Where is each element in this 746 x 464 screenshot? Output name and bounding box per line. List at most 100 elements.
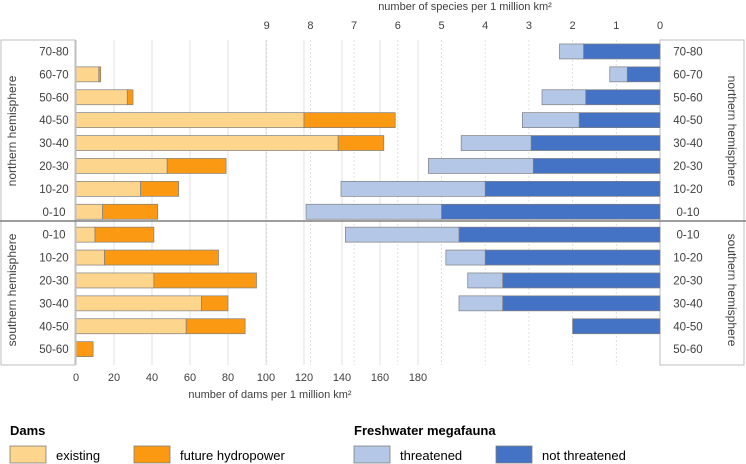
species-axis-label: number of species per 1 million km² (378, 1, 552, 13)
bar-threatened (428, 158, 534, 174)
legend-title-dams: Dams (10, 423, 45, 438)
category-label-right: 50-60 (673, 92, 702, 104)
dam-tick-label: 20 (108, 372, 120, 384)
dam-tick-label: 40 (146, 372, 158, 384)
category-label-left: 40-50 (39, 321, 68, 333)
bar-existing (75, 226, 96, 243)
bar-not-threatened (502, 295, 661, 312)
right-southern-hemisphere-label: southern hemisphere (725, 234, 739, 347)
legend-label-future-hydropower: future hydropower (180, 448, 285, 463)
dam-axis-label: number of dams per 1 million km² (188, 389, 352, 401)
bar-threatened (340, 181, 486, 197)
bar-not-threatened (458, 226, 661, 243)
category-label-right: 40-50 (673, 321, 702, 333)
category-label-right: 0-10 (676, 207, 699, 219)
category-label-right: 20-30 (673, 275, 702, 287)
category-label-left: 60-70 (39, 69, 68, 81)
bar-existing (75, 203, 103, 220)
dam-tick-label: 60 (184, 372, 196, 384)
bar-not-threatened (441, 203, 661, 220)
category-label-left: 0-10 (42, 230, 65, 242)
species-tick-label: 4 (482, 20, 488, 32)
species-tick-label: 2 (570, 20, 576, 32)
bar-not-threatened (484, 181, 661, 197)
bar-future-hydropower (140, 181, 179, 197)
bar-future-hydropower (102, 203, 159, 220)
bar-threatened (445, 249, 486, 266)
bar-future-hydropower (94, 226, 155, 243)
bar-not-threatened (585, 89, 661, 106)
dam-axis-ticks: 0 20 40 60 80 100 120 140 160 180 (73, 372, 427, 384)
category-label-right: 50-60 (673, 344, 702, 356)
legend-swatch-not-threatened (495, 445, 533, 464)
species-tick-label: 3 (526, 20, 532, 32)
category-label-right: 70-80 (673, 46, 702, 58)
bar-existing (75, 318, 187, 335)
dam-tick-label: 180 (409, 372, 427, 384)
legend-swatch-future-hydropower (133, 445, 171, 464)
bar-future-hydropower (337, 135, 385, 151)
category-label-left: 10-20 (39, 184, 68, 196)
left-southern-hemisphere-label: southern hemisphere (5, 233, 19, 346)
legend-label-threatened: threatened (400, 448, 462, 463)
left-category-labels: 70-80 60-70 50-60 40-50 30-40 20-30 10-20 0-10 0… (39, 46, 68, 356)
dam-gridlines (113, 40, 419, 365)
bar-existing (75, 181, 141, 197)
species-tick-label: 0 (657, 20, 663, 32)
bar-future-hydropower (153, 272, 257, 289)
bar-threatened (460, 135, 532, 151)
left-label-panel (0, 39, 76, 366)
category-label-left: 30-40 (39, 298, 68, 310)
bar-not-threatened (502, 272, 661, 289)
category-label-left: 30-40 (39, 138, 68, 150)
legend-swatch-existing (9, 445, 47, 464)
bar-threatened (345, 226, 460, 243)
bar-existing (75, 135, 339, 151)
bar-future-hydropower (201, 295, 229, 312)
legend-label-not-threatened: not threatened (542, 448, 626, 463)
bar-future-hydropower (75, 341, 94, 357)
bar-not-threatened (484, 249, 661, 266)
left-northern-hemisphere-label: northern hemisphere (5, 75, 19, 186)
right-category-labels: 70-80 60-70 50-60 40-50 30-40 20-30 10-20 0-10 0… (673, 46, 702, 356)
bar-future-hydropower (303, 112, 396, 129)
bar-existing (75, 66, 100, 83)
species-tick-label: 1 (613, 20, 619, 32)
category-label-right: 40-50 (673, 115, 702, 127)
species-tick-label: 9 (264, 20, 270, 32)
category-label-right: 10-20 (673, 184, 702, 196)
bar-not-threatened (532, 158, 661, 174)
category-label-left: 20-30 (39, 161, 68, 173)
dam-tick-label: 100 (257, 372, 275, 384)
bar-threatened (559, 43, 584, 60)
species-tick-label: 8 (307, 20, 313, 32)
category-label-right: 30-40 (673, 298, 702, 310)
species-gridlines (266, 40, 617, 365)
bar-not-threatened (583, 43, 661, 60)
category-label-left: 10-20 (39, 253, 68, 265)
category-label-right: 10-20 (673, 253, 702, 265)
species-axis-ticks: 9 8 7 6 5 4 3 2 1 0 (264, 20, 663, 32)
bar-future-hydropower (104, 249, 219, 266)
bar-not-threatened (572, 318, 661, 335)
dam-bars (75, 40, 396, 365)
dam-tick-label: 160 (371, 372, 389, 384)
category-label-right: 60-70 (673, 69, 702, 81)
bar-existing (75, 272, 155, 289)
bar-future-hydropower (166, 158, 227, 174)
category-label-left: 50-60 (39, 92, 68, 104)
bar-threatened (467, 272, 504, 289)
category-label-right: 0-10 (676, 230, 699, 242)
bar-future-hydropower (126, 89, 134, 106)
right-northern-hemisphere-label: northern hemisphere (725, 76, 739, 187)
bar-threatened (541, 89, 587, 106)
bar-threatened (521, 112, 580, 129)
dam-tick-label: 0 (73, 372, 79, 384)
bar-not-threatened (626, 66, 661, 83)
dam-tick-label: 80 (222, 372, 234, 384)
category-label-left: 50-60 (39, 344, 68, 356)
species-tick-label: 7 (351, 20, 357, 32)
bar-threatened (305, 203, 442, 220)
category-label-left: 70-80 (39, 46, 68, 58)
bar-existing (75, 112, 305, 129)
